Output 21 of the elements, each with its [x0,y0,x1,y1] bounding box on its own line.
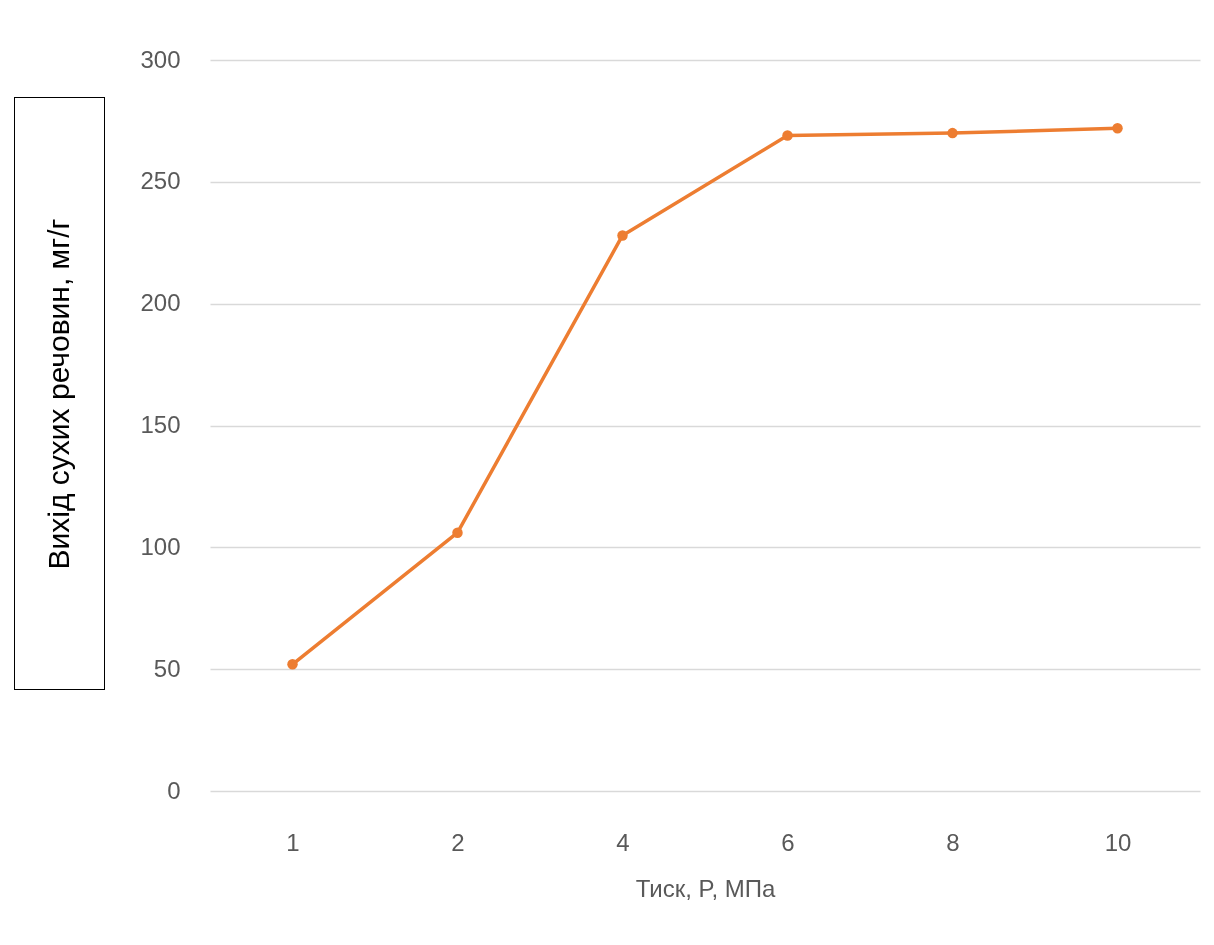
x-tick-label: 8 [946,828,960,856]
y-tick-label: 50 [153,654,181,682]
x-tick-label: 10 [1104,828,1132,856]
y-tick-label: 300 [140,45,181,73]
y-axis-title: Вихід сухих речовин, мг/г [42,218,77,569]
y-tick-label: 150 [140,411,181,438]
point [947,127,958,139]
x-tick-label: 6 [781,828,795,856]
point [617,230,628,241]
point [287,659,298,670]
x-axis-title: Тиск, P, МПа [635,874,776,902]
y-tick-label: 100 [140,532,181,560]
y-tick-label: 200 [140,289,181,317]
point [452,527,463,538]
x-tick-label: 1 [286,828,300,856]
y-tick-label: 250 [140,167,181,195]
point [1112,122,1123,134]
x-tick-label: 2 [451,828,465,856]
x-tick-label: 4 [616,828,630,856]
point [782,130,793,141]
y-tick-label: 0 [167,776,181,804]
